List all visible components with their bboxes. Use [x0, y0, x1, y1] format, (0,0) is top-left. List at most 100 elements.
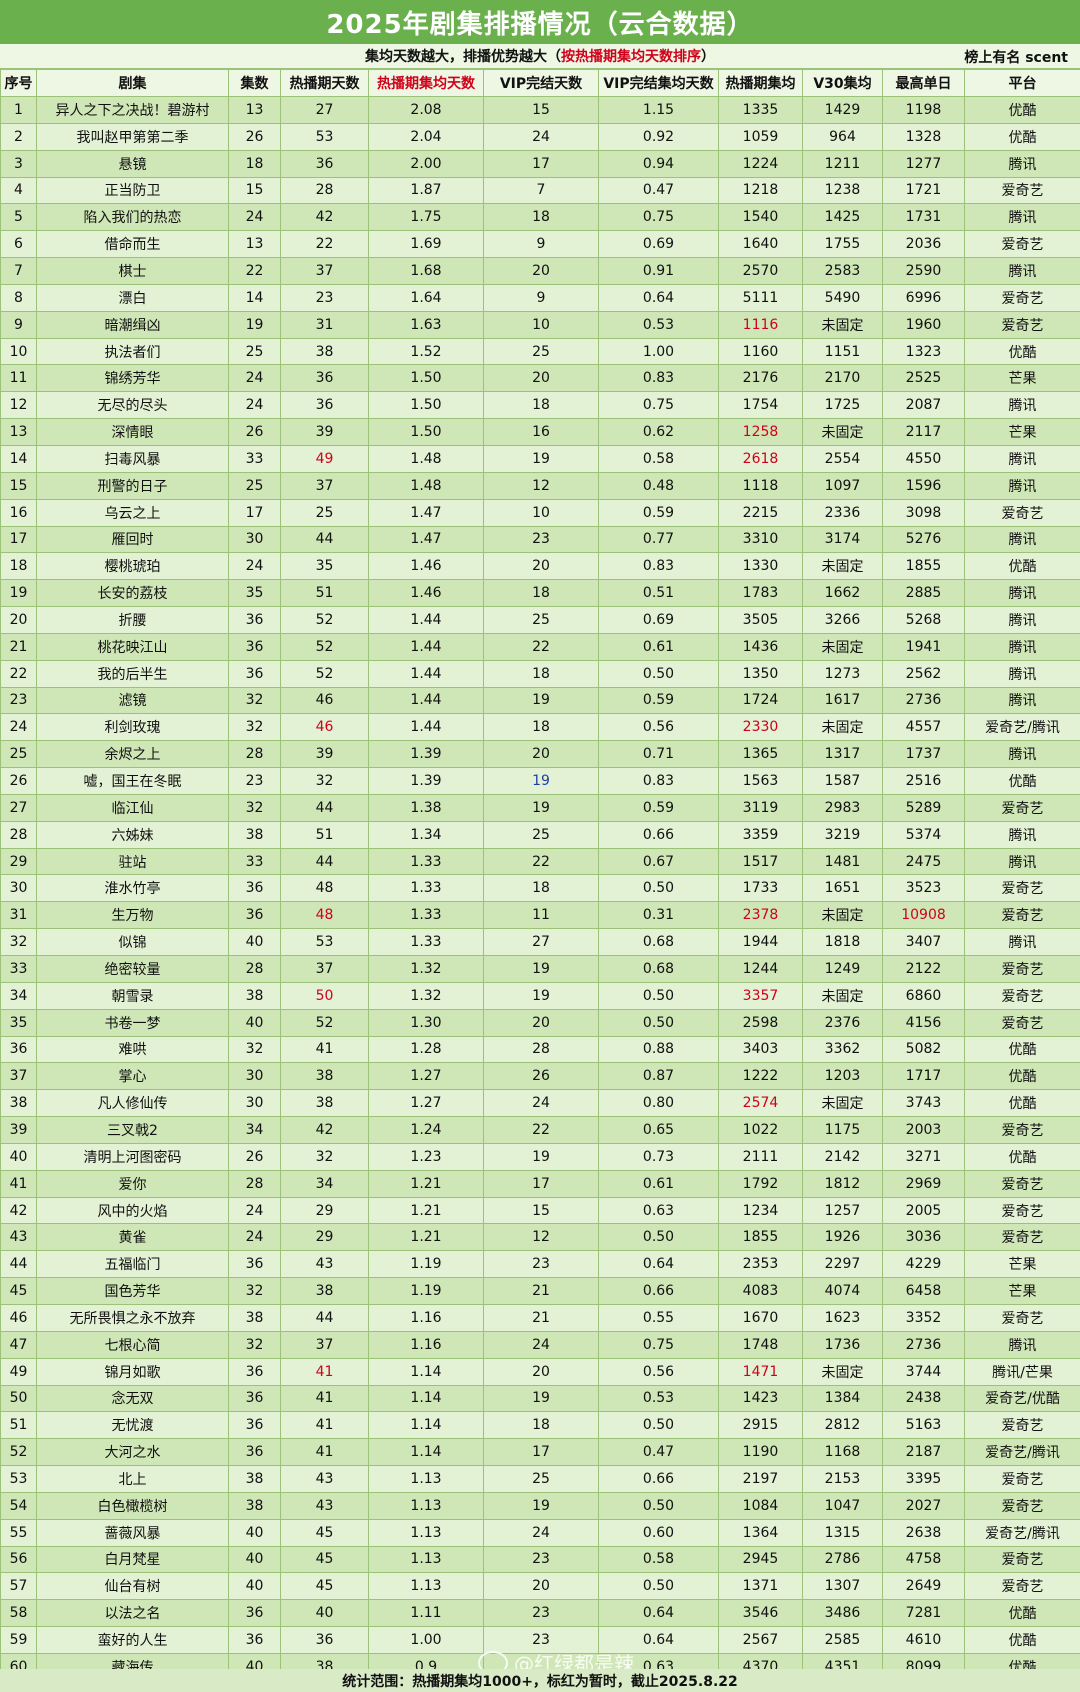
table-cell: 爱奇艺	[964, 1411, 1080, 1440]
table-cell: 爱奇艺	[964, 230, 1080, 259]
table-row: 26 嘘，国王在冬眠 23 32 1.39 19 0.83 1563 1587 2516 优酷	[0, 767, 1080, 795]
table-cell: 0.65	[598, 1116, 719, 1144]
table-cell: 2.00	[368, 149, 484, 178]
table-cell: 28	[228, 955, 281, 983]
table-cell: 25	[280, 498, 369, 527]
table-cell: 2122	[882, 955, 965, 983]
table-cell: 19	[483, 767, 599, 795]
table-cell: 3219	[802, 820, 883, 849]
table-row: 33 绝密较量 28 37 1.32 19 0.68 1244 1249 2122 爱奇艺	[0, 955, 1080, 983]
table-row: 6 借命而生 13 22 1.69 9 0.69 1640 1755 2036 爱奇艺	[0, 230, 1080, 259]
table-cell: 0.92	[598, 122, 719, 151]
table-cell: 0.64	[598, 1599, 719, 1628]
table-cell: 1517	[718, 847, 803, 876]
table-cell: 1365	[718, 740, 803, 769]
table-row: 19 长安的荔枝 35 51 1.46 18 0.51 1783 1662 2885 腾讯	[0, 579, 1080, 608]
table-cell: 1436	[718, 632, 803, 661]
table-row: 42 风中的火焰 24 29 1.21 15 0.63 1234 1257 2005 爱奇艺	[0, 1196, 1080, 1225]
column-header: VIP完结集均天数	[598, 69, 719, 97]
table-cell: 1563	[718, 767, 803, 795]
table-row: 51 无忧渡 36 41 1.14 18 0.50 2915 2812 5163 爱奇艺	[0, 1411, 1080, 1440]
table-cell: 绝密较量	[36, 955, 229, 983]
table-row: 16 乌云之上 17 25 1.47 10 0.59 2215 2336 3098 爱奇艺	[0, 498, 1080, 527]
column-header: VIP完结天数	[483, 69, 599, 97]
table-cell: 1.34	[368, 820, 484, 849]
table-cell: 13	[228, 96, 281, 124]
table-cell: 0.91	[598, 257, 719, 285]
table-cell: 41	[280, 1438, 369, 1467]
table-cell: 0.56	[598, 1357, 719, 1386]
table-cell: 我叫赵甲第第二季	[36, 122, 229, 151]
column-header: 最高单日	[882, 69, 965, 97]
table-cell: 1.13	[368, 1545, 484, 1574]
table-cell: 5276	[882, 525, 965, 554]
table-cell: 28	[483, 1035, 599, 1064]
table-cell: 1168	[802, 1438, 883, 1467]
table-cell: 24	[483, 1518, 599, 1547]
table-cell: 20	[0, 606, 37, 634]
table-cell: 腾讯	[964, 203, 1080, 232]
table-cell: 生万物	[36, 901, 229, 930]
table-row: 50 念无双 36 41 1.14 19 0.53 1423 1384 2438 爱奇艺/优酷	[0, 1384, 1080, 1413]
table-cell: 1.30	[368, 1008, 484, 1037]
table-cell: 36	[280, 364, 369, 393]
table-cell: 1244	[718, 955, 803, 983]
table-row: 18 樱桃琥珀 24 35 1.46 20 0.83 1330 未固定 1855 优酷	[0, 552, 1080, 581]
table-cell: 1.39	[368, 740, 484, 769]
table-cell: 爱奇艺	[964, 1116, 1080, 1144]
table-cell: 1.21	[368, 1196, 484, 1225]
table-cell: 0.60	[598, 1518, 719, 1547]
table-cell: 1151	[802, 337, 883, 366]
table-row: 25 余烬之上 28 39 1.39 20 0.71 1365 1317 1737 腾讯	[0, 740, 1080, 769]
table-row: 1 异人之下之决战！碧游村 13 27 2.08 15 1.15 1335 1429 1198 优酷	[0, 96, 1080, 124]
table-cell: 1717	[882, 1062, 965, 1091]
table-cell: 6996	[882, 283, 965, 312]
table-row: 44 五福临门 36 43 1.19 23 0.64 2353 2297 4229 芒果	[0, 1250, 1080, 1279]
table-cell: 爱奇艺	[964, 901, 1080, 930]
table-cell: 18	[228, 149, 281, 178]
table-cell: 爱奇艺	[964, 1572, 1080, 1601]
table-cell: 0.67	[598, 847, 719, 876]
table-cell: 27	[280, 96, 369, 124]
table-cell: 2598	[718, 1008, 803, 1037]
table-cell: 13	[228, 230, 281, 259]
table-cell: 1.16	[368, 1330, 484, 1359]
table-cell: 凡人修仙传	[36, 1089, 229, 1118]
table-cell: 2.04	[368, 122, 484, 151]
table-cell: 0.66	[598, 1465, 719, 1493]
table-row: 49 锦月如歌 36 41 1.14 20 0.56 1471 未固定 3744 腾讯/芒果	[0, 1357, 1080, 1386]
table-cell: 53	[280, 928, 369, 956]
table-cell: 2583	[802, 257, 883, 285]
table-cell: 1160	[718, 337, 803, 366]
table-row: 58 以法之名 36 40 1.11 23 0.64 3546 3486 7281 优酷	[0, 1599, 1080, 1628]
table-cell: 0.50	[598, 874, 719, 903]
table-cell: 0.58	[598, 1545, 719, 1574]
table-cell: 0.75	[598, 203, 719, 232]
table-cell: 27	[0, 793, 37, 822]
table-cell: 未固定	[802, 981, 883, 1010]
table-cell: 22	[483, 632, 599, 661]
table-cell: 25	[483, 1465, 599, 1493]
table-cell: 3098	[882, 498, 965, 527]
table-cell: 1273	[802, 659, 883, 688]
table-cell: 1234	[718, 1196, 803, 1225]
table-cell: 腾讯	[964, 928, 1080, 956]
table-cell: 我的后半生	[36, 659, 229, 688]
table-row: 30 淮水竹亭 36 48 1.33 18 0.50 1733 1651 3523 爱奇艺	[0, 874, 1080, 903]
table-cell: 3403	[718, 1035, 803, 1064]
table-cell: 0.75	[598, 391, 719, 420]
table-cell: 优酷	[964, 337, 1080, 366]
table-cell: 1222	[718, 1062, 803, 1091]
table-row: 10 执法者们 25 38 1.52 25 1.00 1160 1151 1323 优酷	[0, 337, 1080, 366]
table-cell: 腾讯	[964, 632, 1080, 661]
table-cell: 3523	[882, 874, 965, 903]
table-cell: 未固定	[802, 418, 883, 446]
table-cell: 58	[0, 1599, 37, 1628]
table-cell: 0.50	[598, 1572, 719, 1601]
table-cell: 32	[228, 793, 281, 822]
table-cell: 50	[280, 981, 369, 1010]
subtitle-highlight: 按热播期集均天数排序	[561, 49, 701, 65]
table-cell: 28	[228, 740, 281, 769]
table-cell: 1724	[718, 686, 803, 715]
table-cell: 15	[0, 471, 37, 500]
